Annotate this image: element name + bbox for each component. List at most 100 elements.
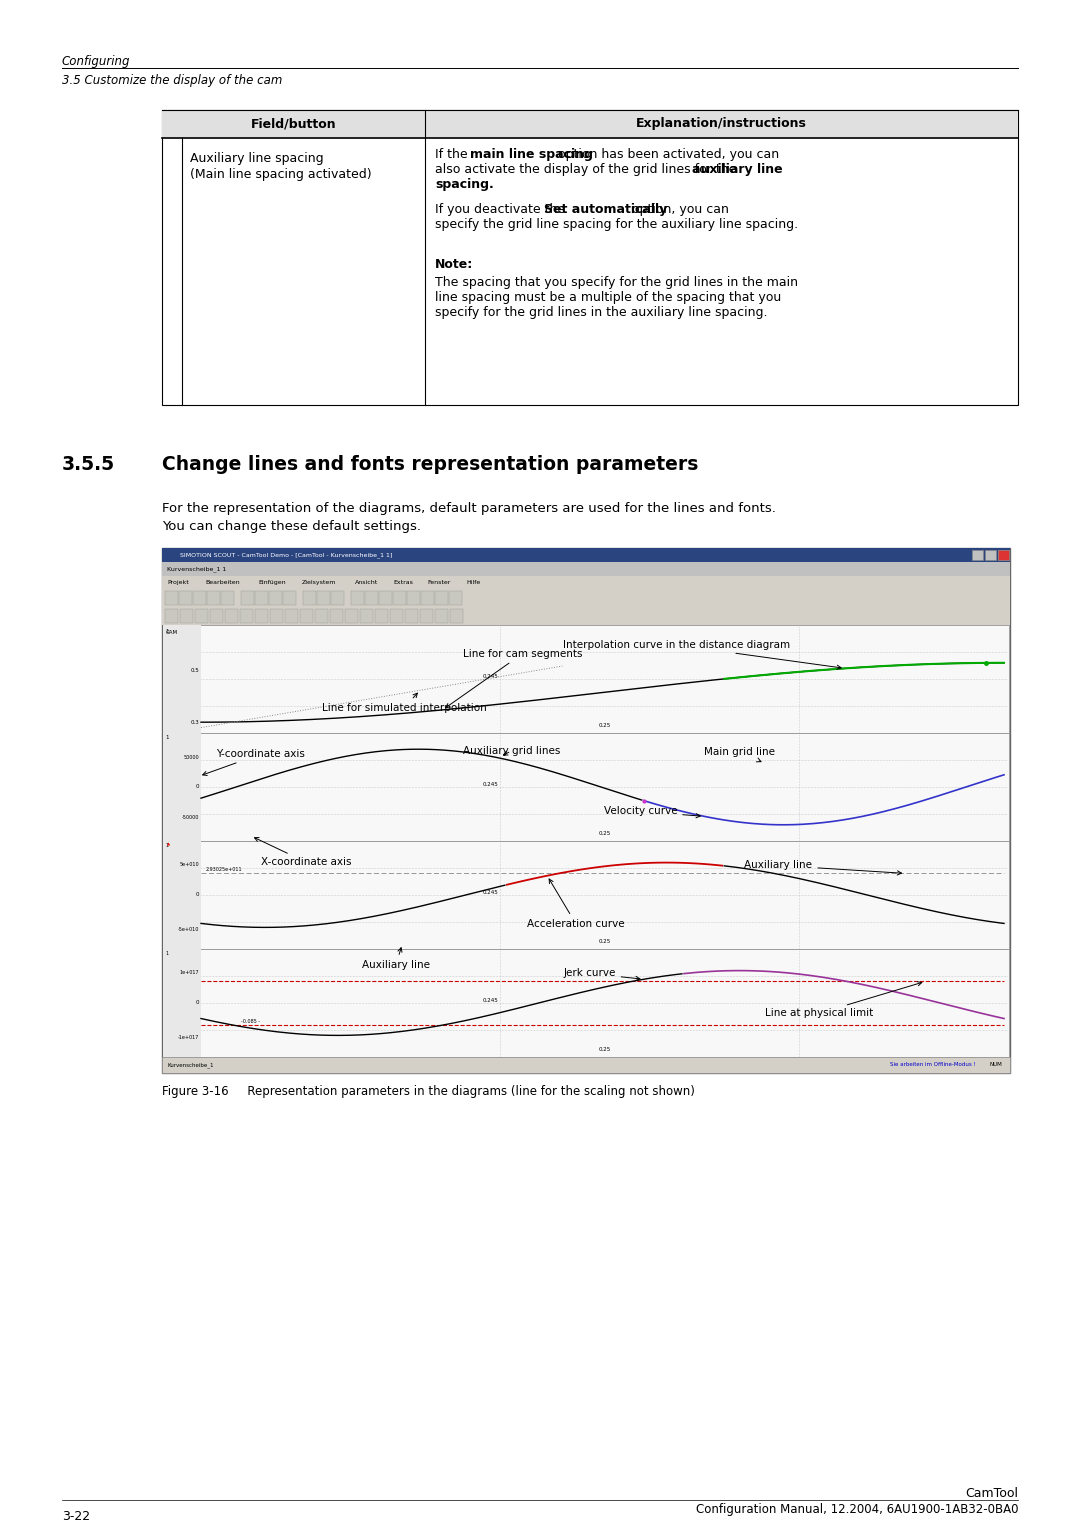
Text: 0: 0: [195, 1001, 199, 1005]
Bar: [303, 591, 316, 605]
Text: Auxiliary grid lines: Auxiliary grid lines: [462, 746, 561, 756]
Text: specify for the grid lines in the auxiliary line spacing.: specify for the grid lines in the auxili…: [435, 306, 768, 319]
Bar: [365, 591, 378, 605]
Text: Main grid line: Main grid line: [704, 747, 775, 762]
Bar: [998, 550, 1009, 559]
Text: 1: 1: [165, 843, 168, 848]
Bar: [180, 610, 193, 623]
Bar: [162, 1057, 1010, 1073]
Bar: [162, 607, 1010, 625]
Bar: [435, 610, 448, 623]
Bar: [193, 591, 206, 605]
Bar: [985, 550, 996, 559]
Text: Jerk curve: Jerk curve: [564, 969, 640, 981]
Text: ▲: ▲: [167, 843, 171, 847]
Bar: [318, 591, 330, 605]
Text: specify the grid line spacing for the auxiliary line spacing.: specify the grid line spacing for the au…: [435, 219, 798, 231]
Text: For the representation of the diagrams, default parameters are used for the line: For the representation of the diagrams, …: [162, 503, 775, 515]
Text: auxiliary line: auxiliary line: [692, 163, 783, 176]
Text: 0.245: 0.245: [482, 782, 498, 787]
Text: Bearbeiten: Bearbeiten: [205, 581, 240, 585]
Text: NUM: NUM: [990, 1062, 1002, 1068]
Text: Line for cam segments: Line for cam segments: [446, 649, 582, 707]
Bar: [163, 733, 201, 840]
Text: Acceleration curve: Acceleration curve: [527, 879, 624, 929]
Bar: [255, 591, 268, 605]
Text: Projekt: Projekt: [167, 581, 189, 585]
Text: Ansicht: Ansicht: [355, 581, 378, 585]
Bar: [162, 549, 1010, 1073]
Text: 0.25: 0.25: [599, 940, 611, 944]
Text: CAM: CAM: [166, 631, 178, 636]
Text: Auxiliary line: Auxiliary line: [744, 860, 902, 876]
Text: Field/button: Field/button: [251, 118, 336, 130]
Bar: [179, 591, 192, 605]
Bar: [163, 733, 1009, 840]
Bar: [163, 949, 1009, 1057]
Text: Extras: Extras: [393, 581, 414, 585]
Bar: [163, 840, 201, 949]
Bar: [998, 550, 1009, 559]
Text: 3.5 Customize the display of the cam: 3.5 Customize the display of the cam: [62, 73, 282, 87]
Text: 0: 0: [195, 892, 199, 897]
Bar: [210, 610, 222, 623]
Text: Note:: Note:: [435, 258, 473, 270]
Text: 0.5: 0.5: [190, 668, 199, 672]
Text: main line spacing: main line spacing: [470, 148, 593, 160]
Text: If you deactivate the: If you deactivate the: [435, 203, 569, 215]
Text: (Main line spacing activated): (Main line spacing activated): [190, 168, 372, 180]
Text: 3.5.5: 3.5.5: [62, 455, 116, 474]
Text: 3-22: 3-22: [62, 1510, 90, 1523]
Bar: [270, 610, 283, 623]
Text: Velocity curve: Velocity curve: [604, 807, 700, 817]
Text: 1: 1: [165, 630, 168, 634]
Text: 1: 1: [165, 735, 168, 740]
Text: X-coordinate axis: X-coordinate axis: [255, 837, 351, 868]
Text: Configuring: Configuring: [62, 55, 131, 69]
Bar: [255, 610, 268, 623]
Text: 0.25: 0.25: [599, 723, 611, 727]
Bar: [379, 591, 392, 605]
Bar: [163, 625, 201, 733]
Bar: [375, 610, 388, 623]
Bar: [225, 610, 238, 623]
Text: Interpolation curve in the distance diagram: Interpolation curve in the distance diag…: [564, 640, 841, 669]
Bar: [351, 591, 364, 605]
Bar: [165, 610, 178, 623]
Text: Change lines and fonts representation parameters: Change lines and fonts representation pa…: [162, 455, 699, 474]
Bar: [241, 591, 254, 605]
Text: Y-coordinate axis: Y-coordinate axis: [203, 749, 305, 775]
Text: If the: If the: [435, 148, 472, 160]
Bar: [330, 591, 345, 605]
Text: 0.245: 0.245: [482, 674, 498, 680]
Text: option has been activated, you can: option has been activated, you can: [554, 148, 779, 160]
Text: also activate the display of the grid lines for the: also activate the display of the grid li…: [435, 163, 741, 176]
Text: Figure 3-16     Representation parameters in the diagrams (line for the scaling : Figure 3-16 Representation parameters in…: [162, 1085, 694, 1099]
Bar: [420, 610, 433, 623]
Bar: [162, 576, 1010, 588]
Bar: [435, 591, 448, 605]
Text: 0.245: 0.245: [482, 891, 498, 895]
Text: Einfügen: Einfügen: [258, 581, 286, 585]
Bar: [162, 588, 1010, 607]
Bar: [162, 562, 1010, 576]
Bar: [163, 949, 201, 1057]
Bar: [345, 610, 357, 623]
Text: CamTool: CamTool: [966, 1487, 1018, 1500]
Text: Line at physical limit: Line at physical limit: [765, 981, 922, 1018]
Text: 0.3: 0.3: [190, 720, 199, 724]
Bar: [163, 625, 1009, 733]
Bar: [360, 610, 373, 623]
Text: Set automatically: Set automatically: [544, 203, 667, 215]
Bar: [163, 840, 1009, 949]
Text: 1e+017: 1e+017: [179, 970, 199, 975]
Bar: [407, 591, 420, 605]
Text: -0.085 -: -0.085 -: [241, 1019, 260, 1024]
Text: The spacing that you specify for the grid lines in the main: The spacing that you specify for the gri…: [435, 277, 798, 289]
Text: Configuration Manual, 12.2004, 6AU1900-1AB32-0BA0: Configuration Manual, 12.2004, 6AU1900-1…: [696, 1504, 1018, 1516]
Bar: [393, 591, 406, 605]
Text: Zielsystem: Zielsystem: [302, 581, 336, 585]
Text: 1: 1: [165, 950, 168, 957]
Bar: [330, 610, 343, 623]
Bar: [162, 549, 1010, 562]
